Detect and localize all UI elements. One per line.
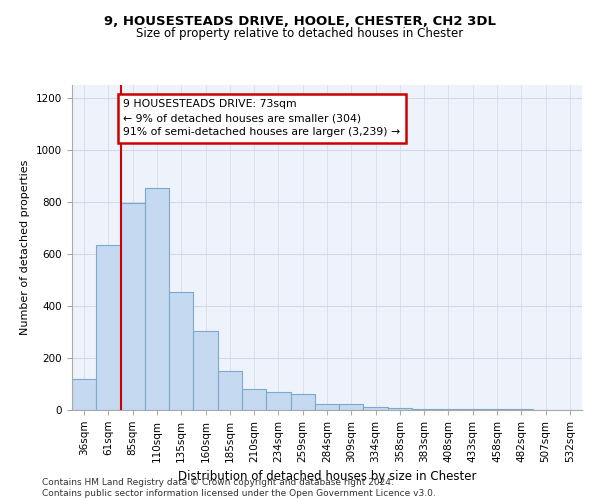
Text: 9 HOUSESTEADS DRIVE: 73sqm
← 9% of detached houses are smaller (304)
91% of semi: 9 HOUSESTEADS DRIVE: 73sqm ← 9% of detac… [123,100,400,138]
X-axis label: Distribution of detached houses by size in Chester: Distribution of detached houses by size … [178,470,476,483]
Bar [509,409,533,410]
Bar [218,371,242,410]
Bar [121,204,145,410]
Bar [72,379,96,410]
Bar [461,409,485,410]
Bar [339,404,364,410]
Bar [193,330,218,410]
Text: Contains HM Land Registry data © Crown copyright and database right 2024.
Contai: Contains HM Land Registry data © Crown c… [42,478,436,498]
Bar [96,245,121,410]
Text: 9, HOUSESTEADS DRIVE, HOOLE, CHESTER, CH2 3DL: 9, HOUSESTEADS DRIVE, HOOLE, CHESTER, CH… [104,15,496,28]
Bar [315,404,339,410]
Bar [388,408,412,410]
Bar [412,409,436,410]
Bar [169,292,193,410]
Bar [266,392,290,410]
Bar [290,394,315,410]
Text: Size of property relative to detached houses in Chester: Size of property relative to detached ho… [136,28,464,40]
Bar [145,188,169,410]
Bar [242,389,266,410]
Bar [364,407,388,410]
Y-axis label: Number of detached properties: Number of detached properties [20,160,31,335]
Bar [436,409,461,410]
